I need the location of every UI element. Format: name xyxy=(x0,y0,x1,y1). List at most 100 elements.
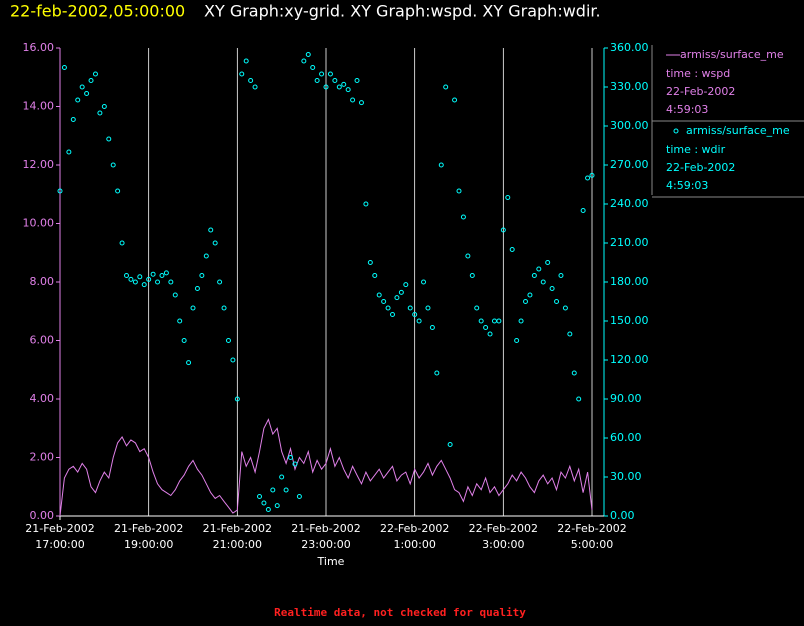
y-tick-label: 16.00 xyxy=(23,41,55,54)
wdir-point xyxy=(483,325,489,330)
wdir-point xyxy=(230,357,236,363)
legend-swatch xyxy=(673,128,679,134)
wdir-point xyxy=(221,305,227,311)
wdir-point xyxy=(390,312,395,317)
wdir-point xyxy=(350,97,356,103)
wdir-point xyxy=(252,84,258,90)
y2-tick-label: 240.00 xyxy=(610,197,649,210)
wdir-point xyxy=(363,201,369,207)
legend-line: 4:59:03 xyxy=(666,103,708,116)
wdir-point xyxy=(589,172,595,178)
wdir-point xyxy=(407,305,413,311)
legend-line: 4:59:03 xyxy=(666,179,708,192)
wdir-point xyxy=(367,260,373,265)
wdir-point xyxy=(115,188,121,194)
wdir-point xyxy=(257,494,262,499)
wdir-point xyxy=(358,100,364,106)
y2-tick-label: 60.00 xyxy=(610,431,642,444)
wdir-point xyxy=(168,279,174,285)
y-tick-label: 8.00 xyxy=(30,275,55,288)
x-tick-time: 19:00:00 xyxy=(124,538,173,551)
wdir-point xyxy=(310,65,316,70)
wdir-point xyxy=(398,289,404,295)
wdir-point xyxy=(381,299,387,304)
wdir-point xyxy=(496,318,502,324)
x-tick-time: 3:00:00 xyxy=(482,538,524,551)
wdir-point xyxy=(403,282,409,288)
wdir-point xyxy=(274,503,280,509)
wdir-point xyxy=(372,273,378,278)
wdir-point xyxy=(319,71,325,77)
wdir-point xyxy=(150,271,156,277)
title-time: 22-feb-2002,05:00:00 xyxy=(10,2,185,21)
wdir-point xyxy=(92,71,98,77)
wdir-point xyxy=(518,318,524,324)
y-tick-label: 6.00 xyxy=(30,334,55,347)
wdir-point xyxy=(434,370,440,376)
y2-tick-label: 150.00 xyxy=(610,314,649,327)
wdir-point xyxy=(270,487,276,493)
y2-tick-label: 90.00 xyxy=(610,392,642,405)
wdir-point xyxy=(292,461,298,467)
wdir-point xyxy=(137,274,143,280)
x-tick-date: 22-Feb-2002 xyxy=(380,522,449,535)
wdir-point xyxy=(491,318,497,324)
y2-tick-label: 210.00 xyxy=(610,236,649,249)
wdir-point xyxy=(296,494,302,499)
wdir-point xyxy=(261,500,267,506)
y2-tick-label: 360.00 xyxy=(610,41,649,54)
x-tick-time: 23:00:00 xyxy=(301,538,350,551)
wdir-point xyxy=(177,318,183,324)
wdir-point xyxy=(301,58,307,64)
x-tick-date: 22-Feb-2002 xyxy=(557,522,626,535)
wdir-point xyxy=(465,253,471,259)
wdir-point xyxy=(567,331,573,337)
wspd-line xyxy=(59,418,593,517)
wdir-point xyxy=(421,279,427,285)
legend-line: 22-Feb-2002 xyxy=(666,85,735,98)
x-tick-date: 21-Feb-2002 xyxy=(291,522,360,535)
wdir-point xyxy=(531,273,537,278)
x-axis-label: Time xyxy=(317,555,345,568)
wdir-point xyxy=(341,81,347,87)
y2-tick-label: 330.00 xyxy=(610,80,649,93)
wdir-point xyxy=(106,136,112,142)
wdir-point xyxy=(305,52,311,57)
wdir-point xyxy=(190,305,196,311)
y-tick-label: 14.00 xyxy=(23,100,55,113)
wdir-point xyxy=(159,273,165,278)
x-tick-time: 5:00:00 xyxy=(571,538,613,551)
y-tick-label: 2.00 xyxy=(30,451,55,464)
wdir-point xyxy=(119,240,125,246)
wdir-point xyxy=(456,188,462,194)
wdir-point xyxy=(101,104,107,109)
legend-line: time : wdir xyxy=(666,143,726,156)
y-tick-label: 4.00 xyxy=(30,392,55,405)
wdir-point xyxy=(425,305,431,311)
wdir-point xyxy=(354,78,360,83)
x-tick-date: 22-Feb-2002 xyxy=(469,522,538,535)
wdir-point xyxy=(132,279,138,285)
wdir-point xyxy=(562,305,568,311)
wdir-point xyxy=(124,273,129,278)
x-tick-date: 21-Feb-2002 xyxy=(25,522,94,535)
wdir-point xyxy=(412,312,418,317)
wdir-point xyxy=(571,370,577,376)
wdir-point xyxy=(208,227,214,233)
wdir-point xyxy=(97,110,103,116)
y2-tick-label: 180.00 xyxy=(610,275,649,288)
x-tick-time: 1:00:00 xyxy=(393,538,435,551)
y2-tick-label: 270.00 xyxy=(610,158,649,171)
wdir-point xyxy=(288,455,294,460)
wdir-point xyxy=(452,97,458,103)
wdir-point xyxy=(487,331,493,337)
wdir-point xyxy=(66,149,72,155)
wdir-point xyxy=(327,71,333,77)
wdir-point xyxy=(540,279,546,285)
wdir-point xyxy=(61,65,67,70)
wdir-point xyxy=(88,78,94,83)
wdir-point xyxy=(217,279,223,285)
wdir-point xyxy=(336,84,342,90)
wdir-point xyxy=(70,117,76,122)
